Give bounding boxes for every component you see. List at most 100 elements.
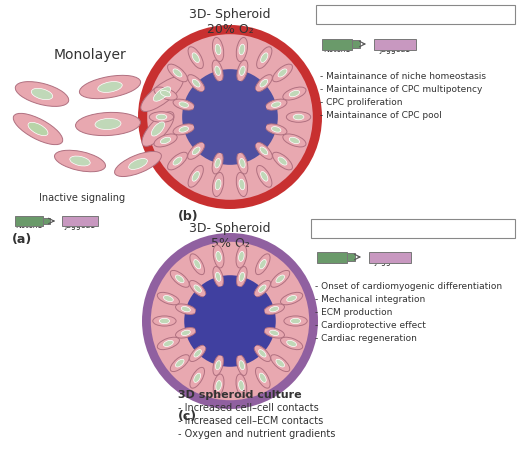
Ellipse shape <box>173 100 195 111</box>
Text: Notch1: Notch1 <box>323 44 351 53</box>
Text: - CPC proliferation: - CPC proliferation <box>320 98 402 107</box>
Ellipse shape <box>168 65 187 83</box>
Ellipse shape <box>157 337 180 350</box>
Ellipse shape <box>213 355 223 376</box>
Ellipse shape <box>194 350 201 357</box>
Ellipse shape <box>280 293 303 305</box>
Text: - Increased cell–ECM contacts: - Increased cell–ECM contacts <box>178 415 323 425</box>
Ellipse shape <box>237 153 248 175</box>
Ellipse shape <box>216 361 221 370</box>
Text: Notch1: Notch1 <box>15 221 43 230</box>
Ellipse shape <box>264 304 284 315</box>
Text: 3D- Spheroid
20% O₂: 3D- Spheroid 20% O₂ <box>189 8 271 36</box>
Text: - Maintainance of CPC multipotency: - Maintainance of CPC multipotency <box>320 85 482 94</box>
Ellipse shape <box>192 54 199 63</box>
Ellipse shape <box>179 103 188 108</box>
Ellipse shape <box>173 70 182 78</box>
Ellipse shape <box>271 127 281 133</box>
Ellipse shape <box>236 374 247 397</box>
Ellipse shape <box>159 318 170 324</box>
Ellipse shape <box>260 147 268 155</box>
Ellipse shape <box>189 345 206 362</box>
Ellipse shape <box>170 271 189 288</box>
Ellipse shape <box>190 368 205 388</box>
Ellipse shape <box>189 281 206 297</box>
Ellipse shape <box>213 245 224 268</box>
Ellipse shape <box>255 75 272 92</box>
Ellipse shape <box>194 285 201 293</box>
Ellipse shape <box>213 374 224 397</box>
Ellipse shape <box>259 260 266 269</box>
Ellipse shape <box>128 159 147 170</box>
Ellipse shape <box>236 267 247 287</box>
Ellipse shape <box>173 124 195 136</box>
Circle shape <box>193 81 267 155</box>
Ellipse shape <box>280 337 303 350</box>
Ellipse shape <box>153 316 176 327</box>
Text: Inactive signaling: Inactive signaling <box>39 193 125 202</box>
Ellipse shape <box>142 112 174 147</box>
Ellipse shape <box>293 115 304 120</box>
Ellipse shape <box>239 45 245 55</box>
Ellipse shape <box>181 331 191 336</box>
Ellipse shape <box>154 88 177 101</box>
Ellipse shape <box>266 100 287 111</box>
Circle shape <box>184 276 276 367</box>
Ellipse shape <box>215 180 221 190</box>
Ellipse shape <box>236 38 247 62</box>
Ellipse shape <box>257 48 272 69</box>
Ellipse shape <box>254 345 270 362</box>
Text: (c): (c) <box>178 410 197 423</box>
Ellipse shape <box>257 166 272 188</box>
Text: - Cardiac regeneration: - Cardiac regeneration <box>315 333 417 342</box>
Ellipse shape <box>175 359 184 367</box>
Ellipse shape <box>194 373 200 382</box>
FancyBboxPatch shape <box>352 41 360 48</box>
Ellipse shape <box>239 273 244 282</box>
Ellipse shape <box>28 123 48 136</box>
Ellipse shape <box>215 159 220 169</box>
Ellipse shape <box>79 76 140 99</box>
Ellipse shape <box>260 172 268 182</box>
Ellipse shape <box>239 180 245 190</box>
Ellipse shape <box>276 276 284 283</box>
Ellipse shape <box>278 70 287 78</box>
Ellipse shape <box>192 172 199 182</box>
Text: - Maintainance of niche homeostasis: - Maintainance of niche homeostasis <box>320 72 486 81</box>
Ellipse shape <box>156 115 167 120</box>
FancyBboxPatch shape <box>374 39 416 51</box>
Ellipse shape <box>194 260 200 269</box>
FancyBboxPatch shape <box>311 220 515 239</box>
Text: - Onset of cardiomyogenic differentiation: - Onset of cardiomyogenic differentiatio… <box>315 281 502 290</box>
Ellipse shape <box>287 296 296 302</box>
Text: 3D spheroid culture: 3D spheroid culture <box>178 389 302 399</box>
Ellipse shape <box>278 158 287 166</box>
Ellipse shape <box>212 173 224 197</box>
Ellipse shape <box>114 152 161 177</box>
FancyBboxPatch shape <box>15 216 43 226</box>
Circle shape <box>194 285 266 357</box>
Ellipse shape <box>260 80 268 88</box>
Ellipse shape <box>270 307 279 312</box>
Ellipse shape <box>70 156 90 166</box>
Ellipse shape <box>190 254 205 275</box>
Text: - ECM production: - ECM production <box>315 307 393 316</box>
Ellipse shape <box>212 38 224 62</box>
Ellipse shape <box>259 373 266 382</box>
Ellipse shape <box>215 45 221 55</box>
Ellipse shape <box>258 285 266 293</box>
Ellipse shape <box>54 151 105 172</box>
Ellipse shape <box>236 245 247 268</box>
FancyBboxPatch shape <box>317 252 347 263</box>
Ellipse shape <box>271 355 290 372</box>
Ellipse shape <box>192 147 200 155</box>
Ellipse shape <box>287 112 311 123</box>
Text: Jagged1: Jagged1 <box>379 44 410 53</box>
Ellipse shape <box>216 273 221 282</box>
Ellipse shape <box>239 381 244 391</box>
Ellipse shape <box>168 153 187 170</box>
Ellipse shape <box>255 368 270 388</box>
Ellipse shape <box>260 54 268 63</box>
FancyBboxPatch shape <box>43 218 50 225</box>
Ellipse shape <box>237 61 248 83</box>
